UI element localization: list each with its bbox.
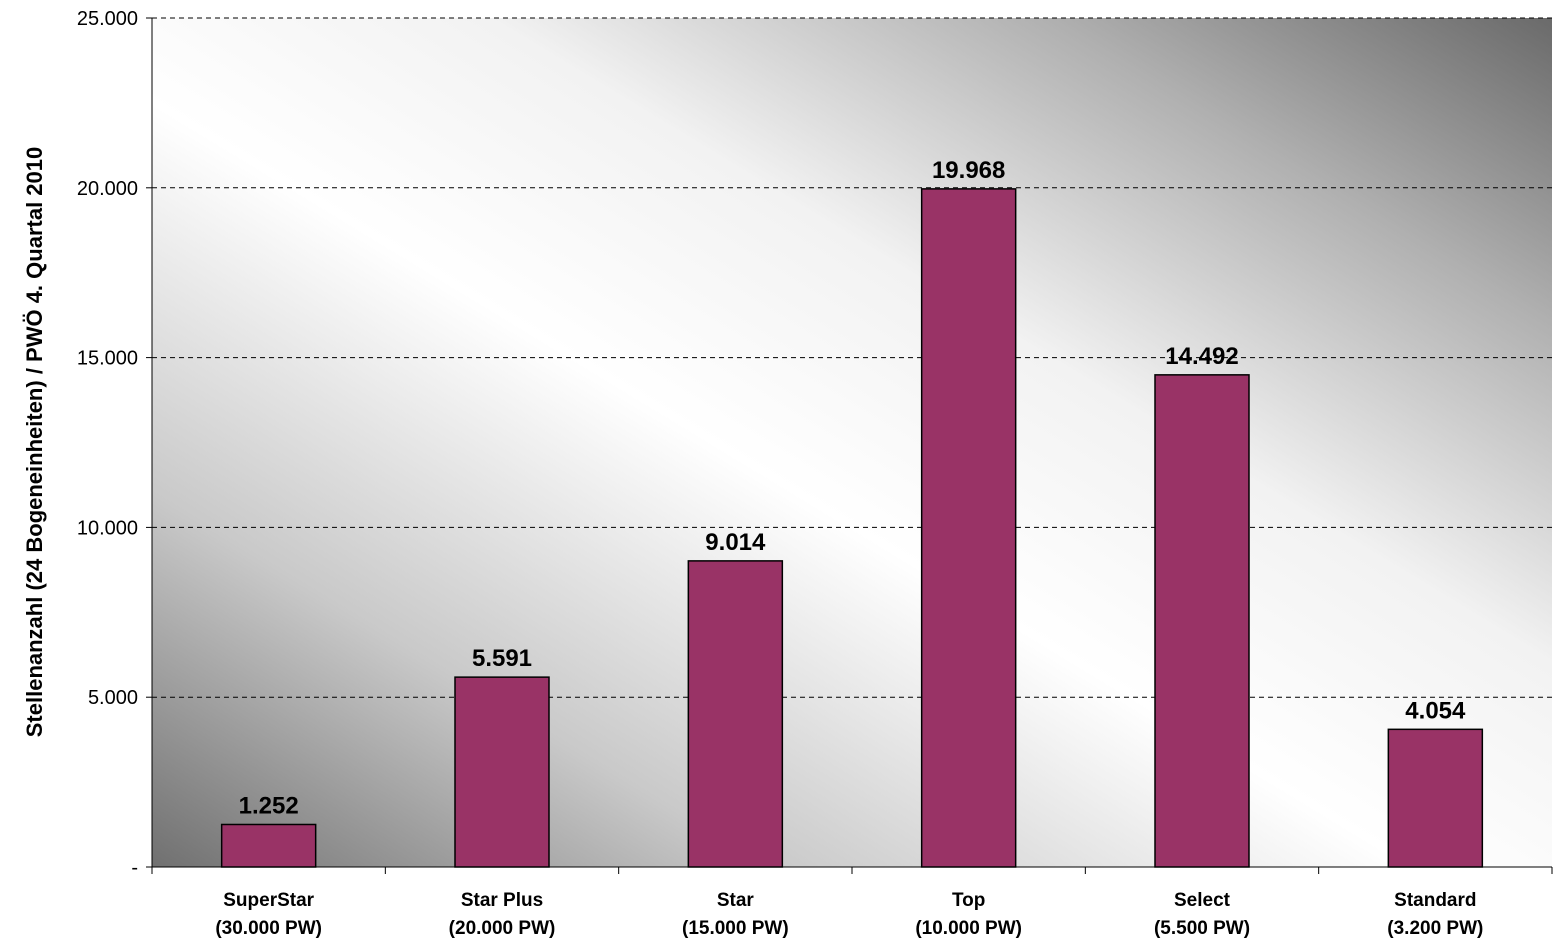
data-label: 5.591 bbox=[472, 645, 532, 672]
y-axis-title: Stellenanzahl (24 Bogeneinheiten) / PWÖ … bbox=[22, 147, 47, 738]
x-tick-label: Standard bbox=[1394, 890, 1476, 911]
y-tick-label: 10.000 bbox=[77, 517, 138, 539]
y-tick-label: 20.000 bbox=[77, 178, 138, 200]
data-label: 19.968 bbox=[932, 157, 1005, 184]
x-tick-label: Select bbox=[1174, 890, 1231, 911]
y-tick-label: 15.000 bbox=[77, 348, 138, 370]
x-tick-label: (20.000 PW) bbox=[449, 918, 556, 939]
x-tick-label: (15.000 PW) bbox=[682, 918, 789, 939]
y-tick-label: 25.000 bbox=[77, 8, 138, 30]
labels: 1.252 SuperStar (30.000 PW) 5.591 Star Plus (… bbox=[215, 157, 1483, 939]
bar bbox=[220, 823, 317, 868]
plot-area-background bbox=[152, 18, 1552, 867]
x-tick-label: (5.500 PW) bbox=[1154, 918, 1250, 939]
x-tick-label: (30.000 PW) bbox=[215, 918, 322, 939]
bar bbox=[920, 188, 1017, 868]
bar bbox=[1154, 374, 1250, 868]
bars bbox=[220, 188, 1484, 868]
x-tick-label: (10.000 PW) bbox=[915, 918, 1022, 939]
x-tick-label: SuperStar bbox=[223, 890, 314, 911]
data-label: 4.054 bbox=[1405, 697, 1466, 724]
data-label: 14.492 bbox=[1165, 343, 1238, 370]
bar bbox=[1387, 728, 1484, 868]
x-tick-label: Star Plus bbox=[461, 890, 543, 911]
bar bbox=[687, 560, 784, 868]
x-tick-label: (3.200 PW) bbox=[1387, 918, 1483, 939]
y-tick-label: 5.000 bbox=[88, 687, 138, 709]
bar bbox=[454, 676, 550, 868]
x-tick-label: Top bbox=[952, 890, 985, 911]
data-label: 1.252 bbox=[239, 792, 299, 819]
x-tick-label: Star bbox=[717, 890, 755, 911]
data-label: 9.014 bbox=[705, 529, 766, 556]
axes: - 5.000 10.000 15.000 20.000 25.000 bbox=[77, 8, 1553, 879]
y-tick-label: - bbox=[131, 857, 138, 879]
